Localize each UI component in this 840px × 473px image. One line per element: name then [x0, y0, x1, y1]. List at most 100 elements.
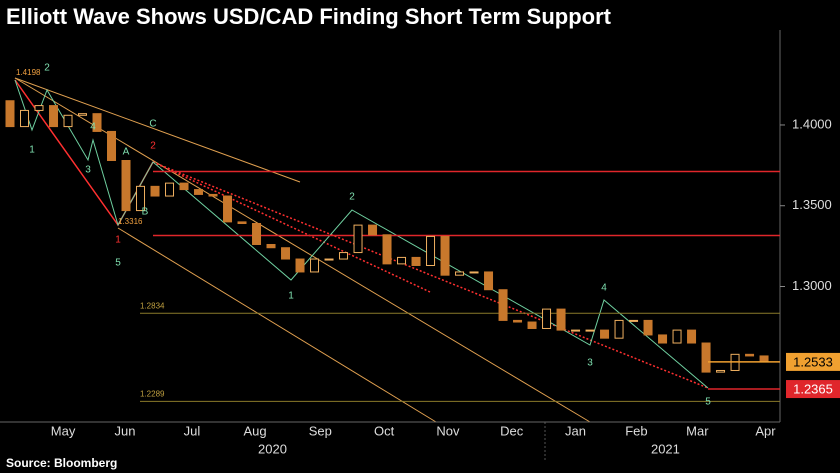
candle	[368, 224, 378, 236]
candle	[716, 369, 726, 373]
y-tick-label: 1.3000	[792, 278, 832, 293]
wave-label: 1	[115, 235, 121, 246]
candle	[136, 185, 146, 212]
candle	[295, 258, 305, 273]
x-tick-label: Jan	[565, 423, 586, 438]
x-tick-label: Mar	[686, 423, 709, 438]
wave-line	[14, 79, 709, 389]
candle	[266, 243, 276, 249]
trendlines	[0, 30, 781, 462]
x-tick-label: Dec	[500, 423, 524, 438]
x-tick-label: Aug	[243, 423, 266, 438]
candle	[208, 193, 218, 197]
wave-label: B	[142, 207, 149, 218]
source: Source: Bloomberg	[6, 456, 117, 470]
candle	[484, 271, 494, 291]
candle	[687, 329, 697, 344]
year-label: 2020	[258, 441, 287, 456]
candle	[107, 130, 117, 162]
wave-label: 4	[601, 283, 607, 294]
wave-label: 3	[587, 358, 593, 369]
candle	[382, 234, 392, 265]
candle	[455, 271, 465, 276]
candle	[658, 334, 668, 344]
x-tick-label: Jul	[184, 423, 201, 438]
candle	[281, 247, 291, 260]
candle	[49, 105, 59, 128]
x-tick-label: May	[51, 423, 76, 438]
y-tick-label: 1.4000	[792, 116, 832, 131]
channel-line	[117, 227, 437, 423]
candle	[411, 256, 421, 266]
candle	[498, 289, 508, 321]
level-label: 1.2289	[140, 389, 165, 398]
candle	[643, 319, 653, 336]
candle	[324, 258, 334, 261]
candle	[701, 342, 711, 373]
candle	[353, 224, 363, 254]
x-tick-label: Nov	[436, 423, 460, 438]
price-tag	[786, 380, 840, 399]
candle	[571, 329, 581, 332]
chart-title: Elliott Wave Shows USD/CAD Finding Short…	[6, 4, 612, 29]
wave-label: 4	[90, 122, 96, 133]
candle	[542, 308, 552, 329]
candle	[20, 109, 30, 128]
candle	[614, 319, 624, 339]
candle	[745, 353, 755, 357]
x-tick-label: Jun	[115, 423, 136, 438]
wave-label: 2	[44, 63, 50, 74]
candle	[63, 114, 73, 128]
x-tick-label: Apr	[755, 423, 776, 438]
year-label: 2021	[651, 441, 680, 456]
candle	[223, 195, 233, 223]
candle	[556, 308, 566, 331]
candle	[629, 319, 639, 322]
y-tick-label: 1.3500	[792, 197, 832, 212]
candle	[179, 182, 189, 191]
candle	[237, 221, 247, 224]
wave-label: 5	[115, 258, 121, 269]
wave-label: 1.4198	[16, 68, 41, 77]
candle	[440, 235, 450, 276]
candle	[600, 329, 610, 339]
price-tag-label: 1.2365	[793, 381, 833, 396]
candle	[513, 319, 523, 323]
candle	[121, 160, 131, 212]
wave-label: C	[149, 119, 156, 130]
wave-label: 1.3316	[118, 217, 143, 226]
wave-label: 1	[29, 145, 35, 156]
candle	[34, 105, 44, 111]
level-label: 1.2834	[140, 301, 165, 310]
dotted-trend	[152, 161, 431, 293]
candle	[165, 182, 175, 197]
wave-label: 5	[705, 397, 711, 408]
candle	[92, 113, 102, 132]
wave-label: A	[123, 147, 130, 158]
candle	[310, 258, 320, 273]
candle	[469, 271, 479, 274]
candle	[150, 185, 160, 197]
candle	[252, 222, 262, 245]
candle	[672, 329, 682, 344]
wave-label: 3	[85, 165, 91, 176]
price-tag	[786, 352, 840, 371]
x-tick-label: Sep	[309, 423, 332, 438]
candle	[339, 252, 349, 260]
wave-label: 2	[349, 192, 355, 203]
price-tag-label: 1.2533	[793, 354, 833, 369]
candle	[527, 321, 537, 329]
candle	[585, 329, 595, 332]
candle	[759, 355, 769, 363]
x-tick-label: Feb	[625, 423, 647, 438]
wave-label: 1	[288, 291, 294, 302]
candle	[397, 256, 407, 265]
wave-label: 2	[150, 141, 156, 152]
candle	[78, 113, 88, 116]
candle	[194, 189, 204, 195]
candle	[5, 100, 15, 128]
candle	[426, 235, 436, 266]
channel-line	[14, 77, 301, 183]
